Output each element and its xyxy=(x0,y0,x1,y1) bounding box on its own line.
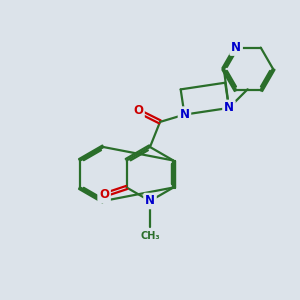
Text: N: N xyxy=(231,41,241,54)
Text: CH₃: CH₃ xyxy=(140,231,160,241)
Text: N: N xyxy=(145,194,155,208)
Text: N: N xyxy=(179,108,190,121)
Text: N: N xyxy=(224,101,234,114)
Text: O: O xyxy=(99,188,109,202)
Text: O: O xyxy=(133,104,143,117)
